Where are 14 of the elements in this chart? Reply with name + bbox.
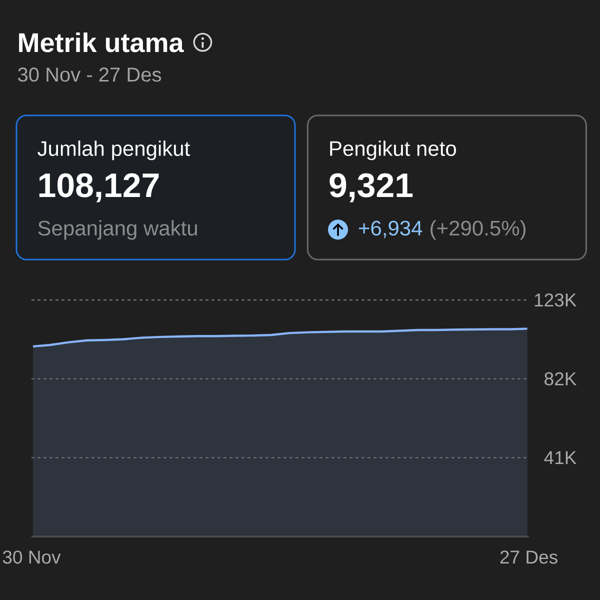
text: Jumlah pengikut bbox=[38, 140, 190, 160]
text: 108,127 bbox=[39, 173, 159, 202]
text: 9,321 bbox=[330, 173, 413, 202]
text: (+290.5%) bbox=[430, 220, 526, 240]
y-tick-label: 82K bbox=[544, 372, 576, 386]
text: Sepanjang waktu bbox=[38, 220, 197, 240]
y-tick-label: 123K bbox=[534, 293, 576, 307]
x-tick-label: 30 Nov bbox=[2, 550, 61, 564]
text: Pengikut neto bbox=[330, 140, 456, 160]
text: +6,934 bbox=[358, 220, 422, 238]
text: Metrik utama bbox=[19, 32, 184, 52]
x-tick-label: 27 Des bbox=[500, 550, 558, 564]
y-tick-label: 41K bbox=[544, 451, 576, 464]
text: 30 Nov - 27 Des bbox=[18, 68, 162, 82]
